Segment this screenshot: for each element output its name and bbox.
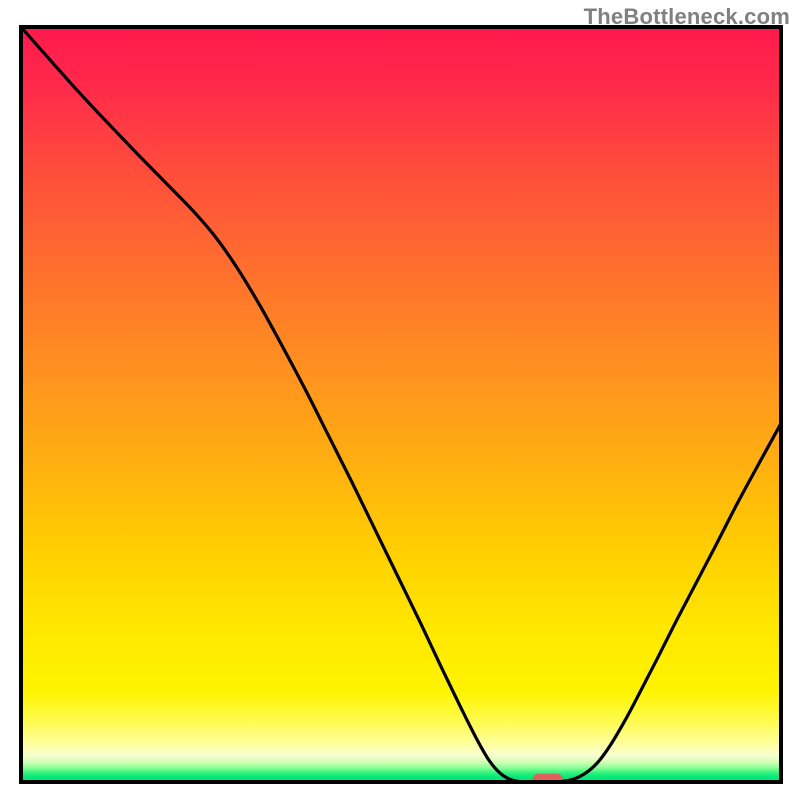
plot-background — [21, 27, 781, 782]
chart-wrap: TheBottleneck.com — [0, 0, 800, 800]
chart-svg — [0, 0, 800, 800]
